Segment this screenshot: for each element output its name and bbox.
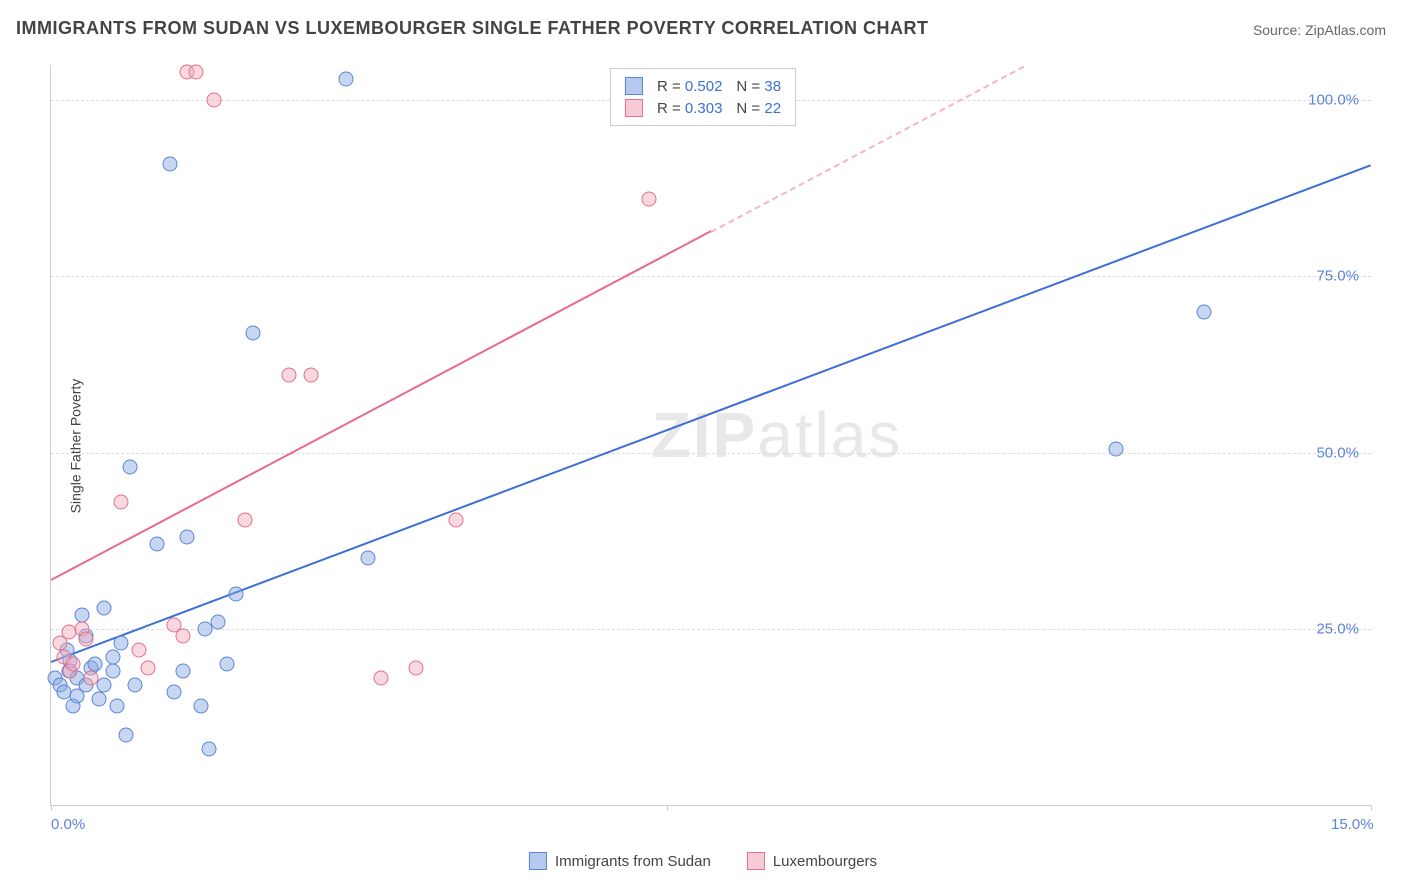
legend-label-pink: Luxembourgers [773, 853, 877, 870]
r-value-pink: 0.303 [685, 100, 723, 117]
x-tick-label: 15.0% [1331, 816, 1374, 833]
data-point [149, 537, 164, 552]
watermark-bold: ZIP [652, 399, 758, 471]
data-point [202, 741, 217, 756]
swatch-blue-icon [529, 852, 547, 870]
watermark: ZIPatlas [652, 398, 903, 472]
data-point [127, 678, 142, 693]
n-value-pink: 22 [764, 100, 781, 117]
x-tick-mark [51, 805, 52, 811]
data-point [176, 664, 191, 679]
n-label: N = 22 [736, 100, 781, 117]
n-value-blue: 38 [764, 78, 781, 95]
data-point [83, 671, 98, 686]
data-point [374, 671, 389, 686]
legend-item-pink: Luxembourgers [747, 852, 877, 870]
data-point [246, 325, 261, 340]
data-point [338, 72, 353, 87]
n-prefix: N = [736, 78, 764, 95]
data-point [105, 664, 120, 679]
data-point [1196, 304, 1211, 319]
y-tick-label: 25.0% [1316, 620, 1359, 637]
data-point [409, 660, 424, 675]
watermark-thin: atlas [757, 399, 902, 471]
data-point [88, 657, 103, 672]
data-point [110, 699, 125, 714]
source-name: ZipAtlas.com [1305, 22, 1386, 38]
r-label: R = 0.303 [657, 100, 722, 117]
data-point [92, 692, 107, 707]
data-point [118, 727, 133, 742]
legend-label-blue: Immigrants from Sudan [555, 853, 711, 870]
data-point [96, 600, 111, 615]
data-point [281, 368, 296, 383]
swatch-blue-icon [625, 77, 643, 95]
data-point [162, 156, 177, 171]
data-point [360, 551, 375, 566]
r-prefix: R = [657, 78, 685, 95]
y-tick-label: 50.0% [1316, 444, 1359, 461]
source-attribution: Source: ZipAtlas.com [1253, 22, 1386, 38]
data-point [220, 657, 235, 672]
data-point [132, 642, 147, 657]
legend-row-pink: R = 0.303 N = 22 [625, 97, 781, 119]
data-point [303, 368, 318, 383]
data-point [114, 494, 129, 509]
data-point [176, 628, 191, 643]
data-point [66, 657, 81, 672]
trend-line [51, 231, 712, 582]
data-point [123, 459, 138, 474]
data-point [193, 699, 208, 714]
data-point [79, 632, 94, 647]
x-tick-label: 0.0% [51, 816, 85, 833]
trend-line [51, 164, 1372, 663]
y-tick-label: 75.0% [1316, 268, 1359, 285]
correlation-legend: R = 0.502 N = 38 R = 0.303 N = 22 [610, 68, 796, 126]
series-legend: Immigrants from Sudan Luxembourgers [529, 852, 877, 870]
chart-plot-area: ZIPatlas 25.0%50.0%75.0%100.0%0.0%15.0% [50, 65, 1371, 806]
n-label: N = 38 [736, 78, 781, 95]
r-label: R = 0.502 [657, 78, 722, 95]
x-tick-mark [667, 805, 668, 811]
data-point [189, 65, 204, 80]
y-tick-label: 100.0% [1308, 92, 1359, 109]
data-point [105, 650, 120, 665]
gridline [51, 453, 1371, 454]
data-point [1108, 442, 1123, 457]
data-point [114, 635, 129, 650]
legend-row-blue: R = 0.502 N = 38 [625, 75, 781, 97]
x-tick-mark [1371, 805, 1372, 811]
r-value-blue: 0.502 [685, 78, 723, 95]
data-point [448, 512, 463, 527]
data-point [180, 530, 195, 545]
legend-item-blue: Immigrants from Sudan [529, 852, 711, 870]
data-point [167, 685, 182, 700]
gridline [51, 276, 1371, 277]
source-prefix: Source: [1253, 22, 1305, 38]
data-point [74, 607, 89, 622]
gridline [51, 629, 1371, 630]
data-point [206, 93, 221, 108]
data-point [642, 191, 657, 206]
swatch-pink-icon [625, 99, 643, 117]
swatch-pink-icon [747, 852, 765, 870]
data-point [211, 614, 226, 629]
data-point [237, 512, 252, 527]
data-point [140, 660, 155, 675]
n-prefix: N = [736, 100, 764, 117]
r-prefix: R = [657, 100, 685, 117]
chart-title: IMMIGRANTS FROM SUDAN VS LUXEMBOURGER SI… [16, 18, 929, 39]
data-point [96, 678, 111, 693]
data-point [228, 586, 243, 601]
